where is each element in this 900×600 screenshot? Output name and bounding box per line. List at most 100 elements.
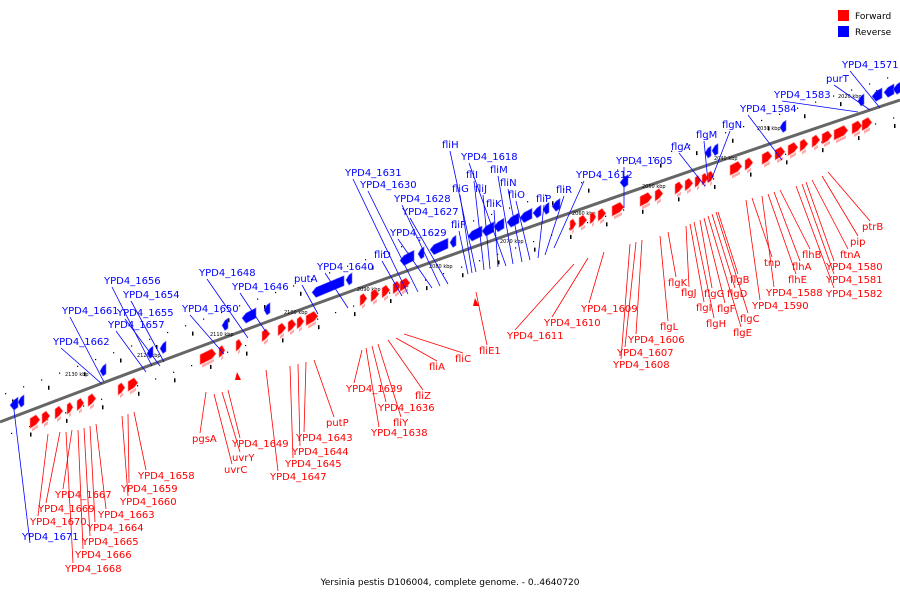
forward-gene-arrow (597, 207, 607, 222)
minor-tick (192, 331, 194, 336)
minor-tick (30, 432, 32, 437)
gene-label-pip: pip (850, 237, 865, 248)
forward-gene-shadow (362, 303, 365, 309)
label-leader-line (130, 300, 165, 363)
reverse-gene-arrow (17, 394, 25, 408)
scale-dot (257, 298, 259, 300)
gene-label-ypd4-1631: YPD4_1631 (344, 168, 402, 179)
scale-dot (893, 117, 895, 119)
label-leader-line (707, 215, 742, 328)
scale-dot (455, 226, 457, 228)
label-leader-line (303, 361, 307, 433)
reverse-gene-arrow (99, 363, 107, 377)
gene-label-flii: fliI (466, 170, 478, 181)
label-leader-line (89, 425, 96, 523)
minor-tick (300, 291, 302, 296)
label-leader-line (352, 178, 409, 295)
scale-dot (137, 385, 139, 387)
scale-dot (725, 132, 727, 134)
forward-gene-shadow (238, 349, 240, 355)
minor-tick (732, 138, 734, 143)
label-leader-line (711, 130, 731, 179)
minor-tick (660, 163, 662, 168)
scale-dot (815, 101, 817, 103)
label-leader-line (678, 152, 706, 187)
gene-label-ypd4-1590: YPD4_1590 (751, 301, 809, 312)
label-leader-line (95, 423, 107, 510)
label-leader-line (779, 189, 811, 250)
label-leader-line (689, 223, 705, 303)
label-leader-line (37, 433, 49, 517)
scale-dot (29, 425, 31, 428)
forward-gene-shadow (581, 224, 585, 231)
label-leader-line (397, 238, 433, 289)
gene-label-flig: fliG (452, 184, 469, 195)
reverse-gene-arrow (417, 246, 425, 260)
forward-gene-arrow (235, 338, 243, 352)
forward-gene-arrow (41, 410, 51, 425)
scale-dot (581, 182, 583, 184)
label-leader-line (239, 292, 267, 333)
reverse-gene-arrow (467, 225, 483, 242)
scale-dot (221, 311, 223, 314)
minor-tick (462, 273, 464, 278)
scale-dot (509, 207, 511, 209)
reverse-gene-arrow (241, 307, 257, 324)
label-leader-line (468, 162, 507, 267)
gene-label-pgsa: pgsA (192, 434, 217, 445)
gene-label-flim: fliM (490, 165, 508, 176)
forward-gene-shadow (402, 287, 408, 295)
gene-label-flia: fliA (429, 362, 445, 373)
label-leader-line (685, 225, 690, 288)
gene-label-flgn: flgN (722, 120, 742, 131)
label-leader-line (781, 100, 859, 113)
genome-backbone (0, 98, 900, 424)
gene-label-flie1: fliE1 (479, 346, 501, 357)
label-leader-line (507, 188, 523, 263)
minor-tick (786, 160, 788, 165)
label-leader-line (297, 363, 301, 447)
reverse-gene-arrow (311, 275, 345, 298)
scale-dot (599, 175, 601, 177)
minor-tick (750, 172, 752, 177)
forward-gene-arrow (76, 397, 85, 412)
minor-tick (822, 148, 824, 153)
gene-label-ypd4-1654: YPD4_1654 (122, 290, 180, 301)
gene-label-ypd4-1655: YPD4_1655 (116, 308, 174, 319)
scale-dot (887, 77, 889, 79)
scale-dot (245, 344, 247, 347)
gene-label-ypd4-1612: YPD4_1612 (575, 170, 633, 181)
forward-gene-shadow (79, 408, 82, 414)
scale-dot (689, 144, 691, 146)
scale-dot (617, 169, 619, 171)
label-leader-line (745, 199, 761, 301)
scale-dot (797, 107, 799, 109)
scale-dot (869, 83, 871, 85)
label-leader-line (833, 84, 871, 111)
forward-gene-shadow (120, 392, 123, 399)
scale-dot (491, 213, 493, 216)
label-leader-line (115, 330, 147, 373)
forward-gene-shadow (308, 321, 316, 329)
label-leader-line (667, 231, 677, 278)
forward-gene-shadow (221, 355, 223, 361)
scale-dot (569, 228, 571, 230)
forward-gene-shadow (384, 295, 388, 301)
minor-tick (228, 318, 230, 323)
scale-dot (497, 253, 499, 255)
forward-gene-arrow (117, 382, 126, 396)
label-leader-line (703, 217, 726, 304)
minor-tick (606, 222, 608, 227)
gene-label-ypd4-1648: YPD4_1648 (198, 268, 256, 279)
gene-label-ypd4-1646: YPD4_1646 (231, 282, 289, 293)
forward-gene-shadow (732, 171, 740, 179)
scale-tick-label: 2070 kbp (500, 239, 524, 245)
forward-gene-arrow (235, 372, 241, 380)
label-leader-line (635, 239, 643, 335)
label-leader-line (449, 150, 477, 273)
gene-label-flgi: flgI (696, 303, 712, 314)
label-leader-line (377, 343, 402, 418)
gene-label-ypd4-1571: YPD4_1571 (841, 60, 899, 71)
minor-tick (804, 114, 806, 119)
label-leader-line (401, 204, 441, 287)
